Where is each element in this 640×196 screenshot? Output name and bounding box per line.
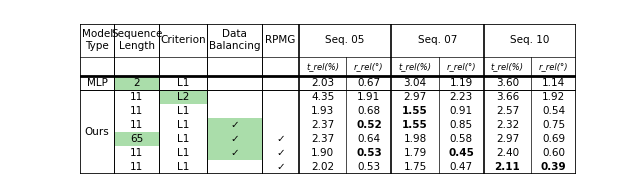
Text: Seq. 05: Seq. 05 bbox=[326, 35, 365, 45]
Text: 0.68: 0.68 bbox=[357, 106, 380, 116]
Text: L1: L1 bbox=[177, 162, 189, 172]
Text: Seq. 10: Seq. 10 bbox=[510, 35, 550, 45]
Text: 1.14: 1.14 bbox=[542, 78, 565, 88]
Text: Model
Type: Model Type bbox=[81, 29, 113, 51]
Bar bbox=[159, 90, 207, 104]
Bar bbox=[115, 132, 159, 146]
Text: ✓: ✓ bbox=[230, 134, 239, 144]
Text: Sequence
Length: Sequence Length bbox=[111, 29, 163, 51]
Text: L1: L1 bbox=[177, 134, 189, 144]
Text: 0.91: 0.91 bbox=[450, 106, 473, 116]
Text: 0.58: 0.58 bbox=[450, 134, 473, 144]
Text: L1: L1 bbox=[177, 106, 189, 116]
Text: t_rel(%): t_rel(%) bbox=[491, 62, 524, 71]
Text: 1.91: 1.91 bbox=[357, 92, 381, 102]
Text: 0.39: 0.39 bbox=[541, 162, 566, 172]
Text: 1.98: 1.98 bbox=[403, 134, 427, 144]
Text: 2.57: 2.57 bbox=[496, 106, 519, 116]
Text: r_rel(°): r_rel(°) bbox=[539, 62, 568, 71]
Text: 4.35: 4.35 bbox=[311, 92, 334, 102]
Text: 2.02: 2.02 bbox=[311, 162, 334, 172]
Text: ✓: ✓ bbox=[230, 148, 239, 158]
Text: r_rel(°): r_rel(°) bbox=[447, 62, 476, 71]
Text: 2.32: 2.32 bbox=[496, 120, 519, 130]
Text: 1.79: 1.79 bbox=[403, 148, 427, 158]
Text: 2.97: 2.97 bbox=[496, 134, 519, 144]
Text: 2.03: 2.03 bbox=[311, 78, 334, 88]
Text: 2.40: 2.40 bbox=[496, 148, 519, 158]
Text: 2.37: 2.37 bbox=[311, 120, 334, 130]
Text: 1.55: 1.55 bbox=[402, 106, 428, 116]
Text: ✓: ✓ bbox=[276, 148, 285, 158]
Text: ✓: ✓ bbox=[276, 162, 285, 172]
Text: 0.53: 0.53 bbox=[356, 148, 382, 158]
Bar bbox=[207, 132, 262, 146]
Text: L2: L2 bbox=[177, 92, 189, 102]
Text: 0.64: 0.64 bbox=[357, 134, 380, 144]
Text: 2: 2 bbox=[133, 78, 140, 88]
Text: Ours: Ours bbox=[84, 127, 109, 137]
Text: 0.45: 0.45 bbox=[448, 148, 474, 158]
Text: 11: 11 bbox=[130, 148, 143, 158]
Text: 0.53: 0.53 bbox=[357, 162, 380, 172]
Text: L1: L1 bbox=[177, 148, 189, 158]
Text: 3.66: 3.66 bbox=[496, 92, 519, 102]
Text: 1.92: 1.92 bbox=[542, 92, 565, 102]
Text: Seq. 07: Seq. 07 bbox=[418, 35, 457, 45]
Text: 3.04: 3.04 bbox=[403, 78, 427, 88]
Text: 0.85: 0.85 bbox=[450, 120, 473, 130]
Text: 0.69: 0.69 bbox=[542, 134, 565, 144]
Text: 11: 11 bbox=[130, 120, 143, 130]
Text: 0.75: 0.75 bbox=[542, 120, 565, 130]
Text: 3.60: 3.60 bbox=[496, 78, 519, 88]
Text: 11: 11 bbox=[130, 162, 143, 172]
Text: L1: L1 bbox=[177, 120, 189, 130]
Text: ✓: ✓ bbox=[276, 134, 285, 144]
Text: RPMG: RPMG bbox=[266, 35, 296, 45]
Text: 1.93: 1.93 bbox=[311, 106, 334, 116]
Text: 0.47: 0.47 bbox=[450, 162, 473, 172]
Text: 11: 11 bbox=[130, 106, 143, 116]
Text: L1: L1 bbox=[177, 78, 189, 88]
Text: 2.23: 2.23 bbox=[450, 92, 473, 102]
Text: r_rel(°): r_rel(°) bbox=[354, 62, 383, 71]
Text: 0.54: 0.54 bbox=[542, 106, 565, 116]
Text: 65: 65 bbox=[130, 134, 143, 144]
Text: 1.55: 1.55 bbox=[402, 120, 428, 130]
Text: t_rel(%): t_rel(%) bbox=[399, 62, 431, 71]
Text: 0.52: 0.52 bbox=[356, 120, 382, 130]
Text: 2.97: 2.97 bbox=[403, 92, 427, 102]
Text: 1.90: 1.90 bbox=[311, 148, 334, 158]
Text: 2.37: 2.37 bbox=[311, 134, 334, 144]
Text: 11: 11 bbox=[130, 92, 143, 102]
Bar bbox=[207, 146, 262, 160]
Bar bbox=[115, 76, 159, 90]
Text: ✓: ✓ bbox=[230, 120, 239, 130]
Text: 1.19: 1.19 bbox=[450, 78, 473, 88]
Text: 2.11: 2.11 bbox=[495, 162, 520, 172]
Text: 0.60: 0.60 bbox=[542, 148, 565, 158]
Text: MLP: MLP bbox=[86, 78, 108, 88]
Text: 0.67: 0.67 bbox=[357, 78, 380, 88]
Text: Criterion: Criterion bbox=[160, 35, 205, 45]
Text: Data
Balancing: Data Balancing bbox=[209, 29, 260, 51]
Text: t_rel(%): t_rel(%) bbox=[306, 62, 339, 71]
Text: 1.75: 1.75 bbox=[403, 162, 427, 172]
Bar bbox=[207, 118, 262, 132]
